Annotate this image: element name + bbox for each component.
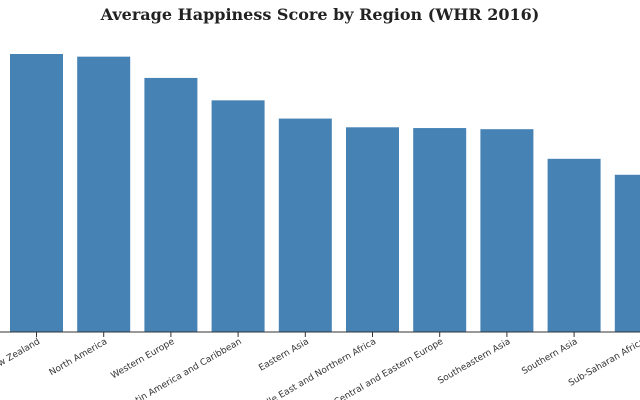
bar-9 [614,174,640,332]
x-tick-label-3: Latin America and Caribbean [125,337,244,400]
x-tick-label-6: Central and Eastern Europe [333,337,446,400]
bar-0 [10,54,63,332]
x-tick-label-8: Southern Asia [520,337,579,377]
x-tick-label-2: Western Europe [110,337,177,382]
bar-3 [211,100,265,332]
x-tick-label-7: Southeastern Asia [436,337,512,387]
x-tick-label-1: North America [48,337,109,378]
bar-1 [77,56,131,332]
bar-6 [413,128,467,332]
chart-title: Average Happiness Score by Region (WHR 2… [100,5,540,24]
x-tick-label-0: Australia and New Zealand [0,337,42,400]
bar-2 [144,77,198,332]
bar-8 [547,158,601,332]
bars-group [10,54,640,333]
bar-7 [480,129,534,332]
x-tick-label-4: Eastern Asia [257,337,310,374]
bar-5 [346,127,399,332]
bar-4 [278,118,332,333]
